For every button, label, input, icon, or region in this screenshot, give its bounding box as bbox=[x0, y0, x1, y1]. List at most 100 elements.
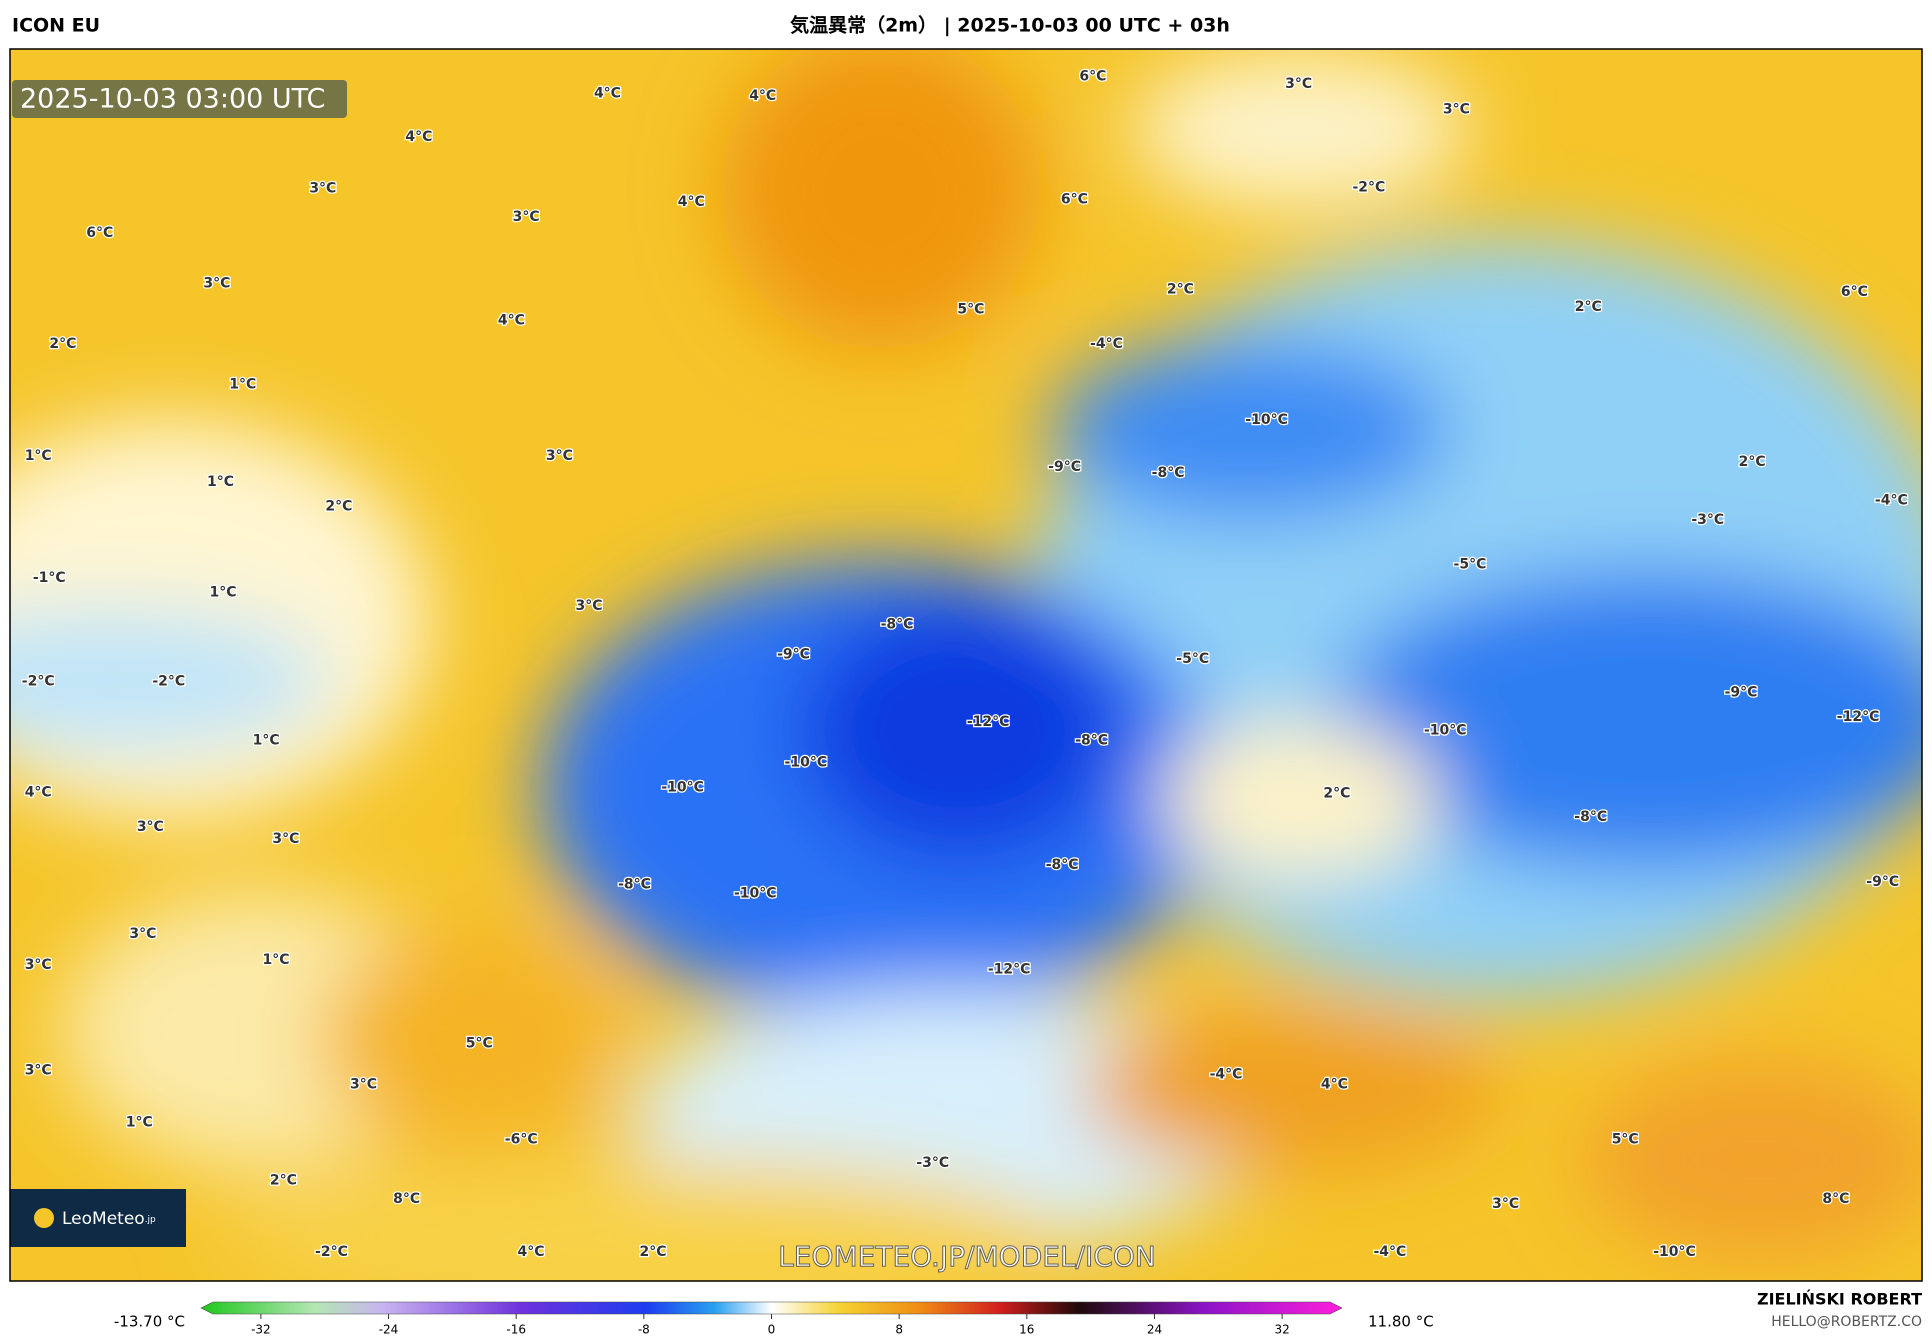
temp-label: 2°C bbox=[325, 498, 352, 514]
temp-label: -12°C bbox=[1837, 709, 1880, 725]
logo-brand: LeoMeteo.jp bbox=[62, 1209, 156, 1229]
temp-label: 5°C bbox=[957, 301, 984, 317]
temp-label: 8°C bbox=[393, 1191, 420, 1207]
temp-label: 3°C bbox=[309, 181, 336, 197]
temp-label: 1°C bbox=[253, 733, 280, 749]
map-frame bbox=[9, 48, 1923, 1282]
timestamp: 2025-10-03 03:00 UTC bbox=[20, 84, 325, 115]
temp-label: 4°C bbox=[1321, 1076, 1348, 1092]
temp-label: 4°C bbox=[518, 1244, 545, 1260]
temp-label: 1°C bbox=[126, 1114, 153, 1130]
temp-label: 3°C bbox=[137, 819, 164, 835]
temp-label: 3°C bbox=[350, 1076, 377, 1092]
temp-label: 3°C bbox=[129, 926, 156, 942]
temp-label: -8°C bbox=[1046, 857, 1079, 873]
temp-label: 6°C bbox=[1079, 68, 1106, 84]
model-name: ICON EU bbox=[12, 15, 100, 37]
temp-label: -10°C bbox=[661, 779, 704, 795]
temp-label: 3°C bbox=[575, 598, 602, 614]
temp-label: 4°C bbox=[749, 88, 776, 104]
temp-label: 5°C bbox=[1612, 1132, 1639, 1148]
colorbar-min: -13.70 °C bbox=[114, 1313, 185, 1331]
temp-label: -9°C bbox=[1725, 684, 1758, 700]
temp-label: -2°C bbox=[152, 673, 185, 689]
temp-label: -3°C bbox=[1691, 512, 1724, 528]
temp-label: -8°C bbox=[1574, 809, 1607, 825]
logo-sun bbox=[34, 1208, 54, 1228]
temp-label: 3°C bbox=[1443, 102, 1470, 118]
temp-label: 6°C bbox=[1841, 284, 1868, 300]
temp-label: -12°C bbox=[988, 962, 1031, 978]
temp-label: -8°C bbox=[1152, 465, 1185, 481]
temp-label: 3°C bbox=[1492, 1196, 1519, 1212]
colorbar-tick-label: 16 bbox=[1019, 1323, 1034, 1337]
logo-suffix: .jp bbox=[145, 1215, 156, 1225]
temp-label: 3°C bbox=[546, 448, 573, 464]
colorbar: -13.70 °C 11.80 °C -32 -24 -16 -8 0 8 16 24 32 bbox=[114, 1301, 1434, 1337]
temp-label: 3°C bbox=[25, 957, 52, 973]
temp-label: -9°C bbox=[1866, 874, 1899, 890]
temp-label: 3°C bbox=[203, 275, 230, 291]
temp-label: 2°C bbox=[1323, 786, 1350, 802]
temp-label: 1°C bbox=[229, 376, 256, 392]
temp-label: 4°C bbox=[405, 129, 432, 145]
temp-label: 4°C bbox=[678, 194, 705, 210]
email: HELLO@ROBERTZ.CO bbox=[1771, 1314, 1922, 1330]
temp-label: 2°C bbox=[1739, 454, 1766, 470]
temp-label: 4°C bbox=[498, 312, 525, 328]
temp-label: -9°C bbox=[1048, 459, 1081, 475]
colorbar-tick-label: 32 bbox=[1274, 1323, 1289, 1337]
temp-label: 8°C bbox=[1822, 1191, 1849, 1207]
temp-label: -2°C bbox=[1352, 179, 1385, 195]
temp-label: 2°C bbox=[1575, 299, 1602, 315]
colorbar-tick-label: 0 bbox=[768, 1323, 776, 1337]
temp-label: -5°C bbox=[1454, 556, 1487, 572]
temp-label: 2°C bbox=[270, 1172, 297, 1188]
colorbar-tick-label: 24 bbox=[1147, 1323, 1162, 1337]
temp-label: 1°C bbox=[25, 448, 52, 464]
temp-label: 6°C bbox=[86, 225, 113, 241]
temp-label: 1°C bbox=[210, 585, 237, 601]
temp-label: -8°C bbox=[881, 617, 914, 633]
colorbar-tick-label: -24 bbox=[379, 1323, 399, 1337]
colorbar-tick-label: 8 bbox=[895, 1323, 903, 1337]
temp-label: -10°C bbox=[734, 885, 777, 901]
temp-label: -8°C bbox=[618, 877, 651, 893]
temp-label: 3°C bbox=[513, 209, 540, 225]
timestamp-box bbox=[12, 80, 347, 118]
temp-label: -4°C bbox=[1875, 492, 1908, 508]
temp-label: 2°C bbox=[49, 336, 76, 352]
temp-label: 5°C bbox=[466, 1036, 493, 1052]
temp-label: 1°C bbox=[262, 952, 289, 968]
temp-label: -10°C bbox=[785, 755, 828, 771]
temp-label: -4°C bbox=[1210, 1066, 1243, 1082]
temp-label: 3°C bbox=[25, 1063, 52, 1079]
colorbar-bar bbox=[200, 1301, 1343, 1315]
temp-label: -12°C bbox=[967, 714, 1010, 730]
colorbar-max: 11.80 °C bbox=[1368, 1313, 1434, 1331]
temp-label: -9°C bbox=[777, 646, 810, 662]
temp-label: -10°C bbox=[1653, 1244, 1696, 1260]
temp-label: -5°C bbox=[1176, 651, 1209, 667]
temp-label: -8°C bbox=[1075, 733, 1108, 749]
temp-label: 2°C bbox=[640, 1244, 667, 1260]
colorbar-tick-label: -8 bbox=[638, 1323, 650, 1337]
temp-label: -6°C bbox=[505, 1132, 538, 1148]
temp-label: 1°C bbox=[207, 474, 234, 490]
temp-label: 6°C bbox=[1061, 192, 1088, 208]
temp-label: -4°C bbox=[1090, 336, 1123, 352]
temp-label: 2°C bbox=[1167, 282, 1194, 298]
temp-label: -4°C bbox=[1373, 1244, 1406, 1260]
author: ZIELIŃSKI ROBERT bbox=[1757, 1290, 1922, 1309]
logo-brand-text: LeoMeteo bbox=[62, 1209, 145, 1229]
temp-label: 4°C bbox=[25, 784, 52, 800]
watermark: LEOMETEO.JP/MODEL/ICON bbox=[778, 1240, 1156, 1273]
temp-label: -2°C bbox=[22, 673, 55, 689]
temp-label: 4°C bbox=[594, 86, 621, 102]
map: 4°C 4°C 4°C 3°C 3°C 4°C 6°C 3°C 4°C 2°C 1°C 1°C 3°C 1… bbox=[10, 49, 1922, 1281]
temp-label: 3°C bbox=[1285, 76, 1312, 92]
colorbar-tick-label: -16 bbox=[506, 1323, 526, 1337]
map-title: 気温異常（2m） | 2025-10-03 00 UTC + 03h bbox=[790, 14, 1230, 37]
colorbar-tick-label: -32 bbox=[251, 1323, 271, 1337]
